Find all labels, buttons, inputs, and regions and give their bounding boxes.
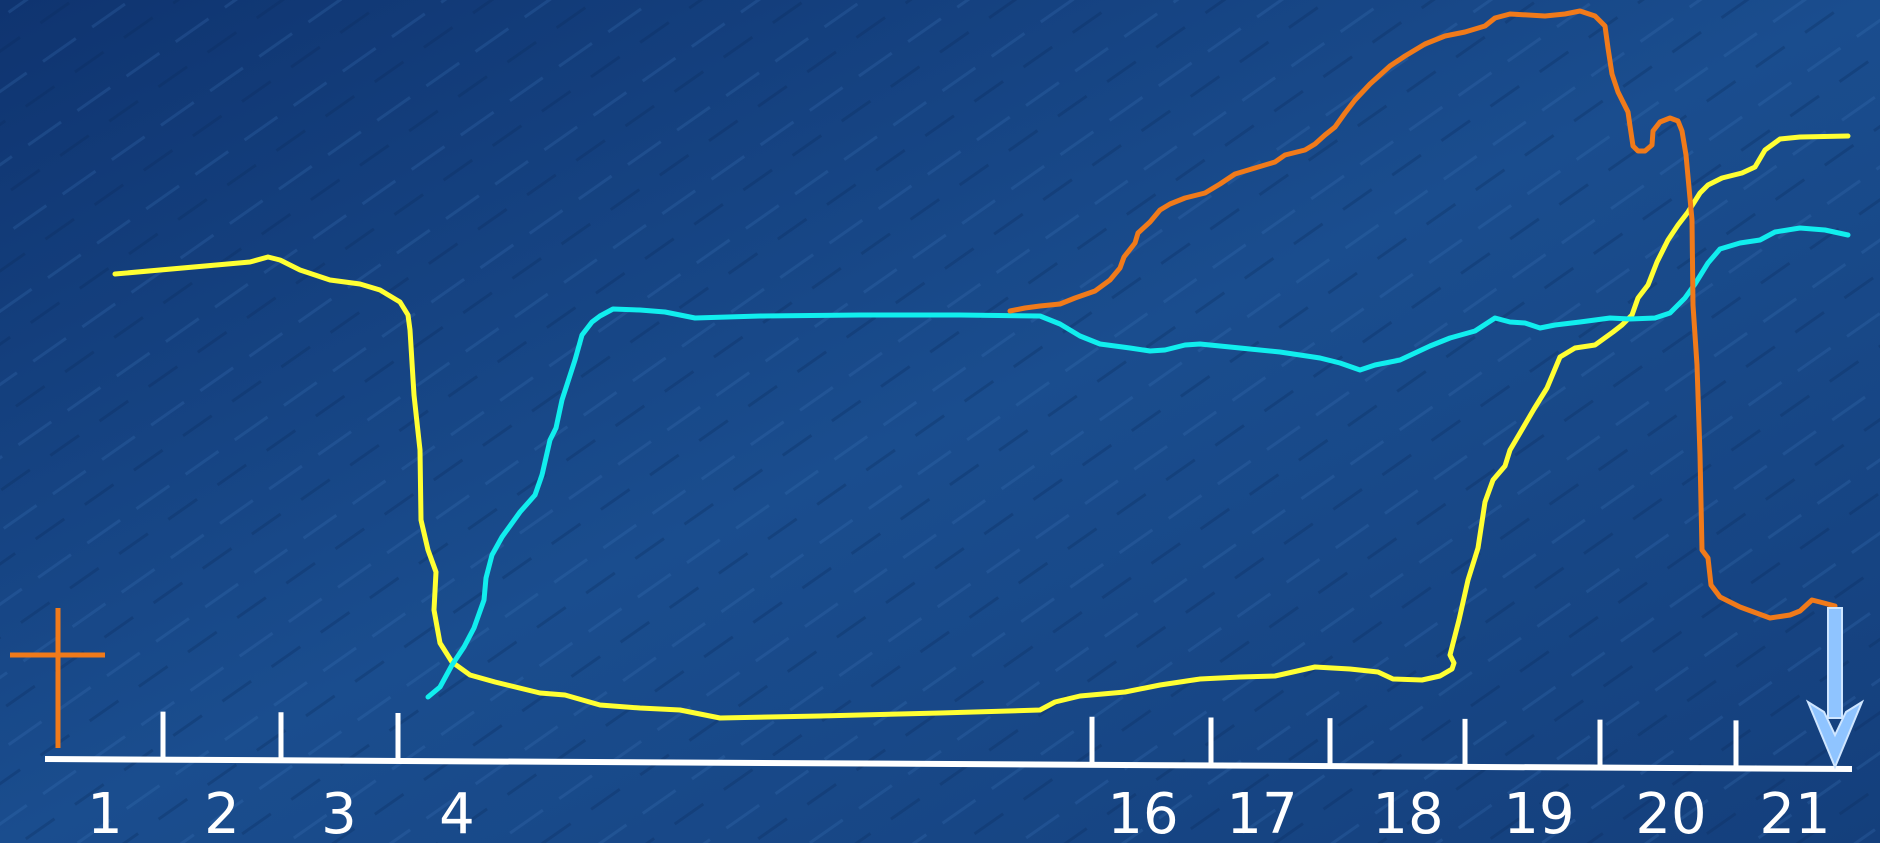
- cross-marker: [10, 608, 105, 748]
- x-tick-label: 1: [87, 782, 123, 843]
- x-axis-ticks: 1 2 3 4 16 17 18 19 20 21: [87, 711, 1831, 843]
- series-line: [1007, 8, 1838, 621]
- series-line: [425, 225, 1851, 700]
- end-arrow-shaft: [1827, 607, 1843, 719]
- x-tick-label: 3: [321, 782, 357, 843]
- x-tick-label: 17: [1226, 782, 1297, 843]
- series-layer: [112, 8, 1851, 721]
- x-tick-label: 2: [204, 782, 240, 843]
- x-tick-label: 21: [1759, 782, 1830, 843]
- end-arrow: [1805, 607, 1865, 770]
- x-tick-label: 20: [1635, 782, 1706, 843]
- x-axis-line: [44, 756, 1853, 772]
- end-arrow-head: [1805, 699, 1865, 770]
- x-tick-label: 16: [1107, 782, 1178, 843]
- x-tick-label: 18: [1372, 782, 1443, 843]
- x-tick-label: 4: [439, 782, 475, 843]
- series-line: [112, 133, 1851, 721]
- x-tick-label: 19: [1503, 782, 1574, 843]
